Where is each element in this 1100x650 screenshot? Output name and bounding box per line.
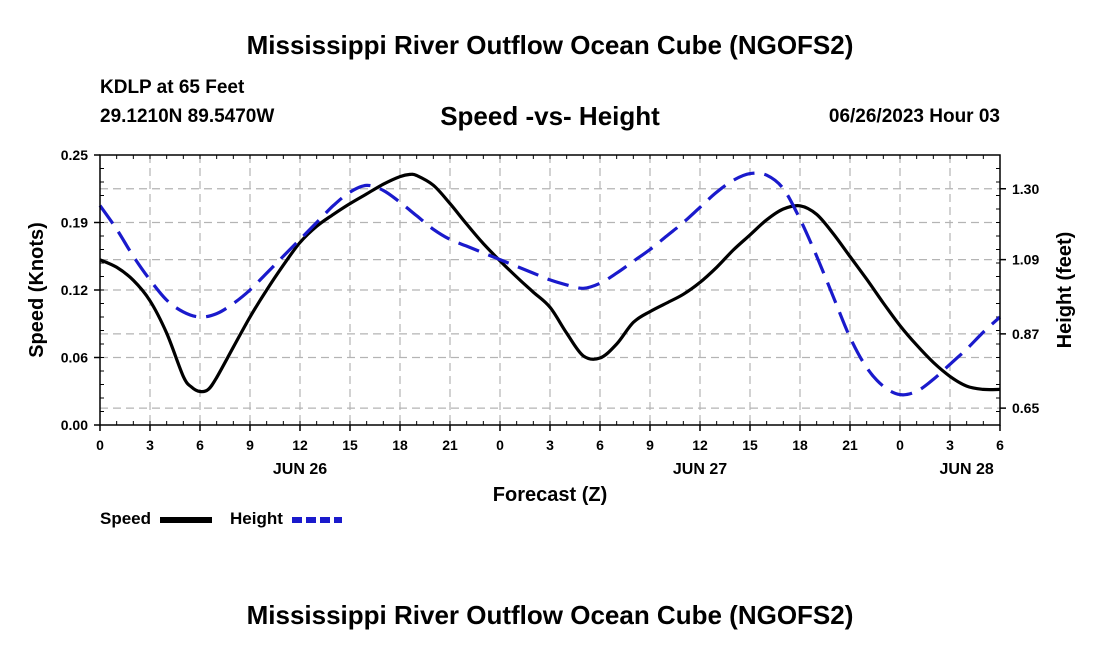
y2-tick-label: 0.87 bbox=[1012, 326, 1039, 342]
x-tick-label: 18 bbox=[792, 437, 808, 453]
main-title: Mississippi River Outflow Ocean Cube (NG… bbox=[246, 30, 854, 60]
legend: Speed Height bbox=[100, 509, 342, 528]
x-tick-label: 0 bbox=[496, 437, 504, 453]
x-tick-label: 21 bbox=[842, 437, 858, 453]
y-tick-label: 0.12 bbox=[61, 282, 88, 298]
date-label: JUN 27 bbox=[673, 461, 727, 478]
legend-label-height: Height bbox=[230, 509, 283, 528]
axis-ticks bbox=[94, 154, 1006, 431]
station-label: KDLP at 65 Feet bbox=[100, 77, 245, 98]
axis-tick-labels: 0 3 6 9 12 15 18 21 0 3 6 9 12 15 18 21 0 3 6 0.00 0.06 0.12 0… bbox=[61, 147, 1040, 478]
x-tick-label: 3 bbox=[546, 437, 554, 453]
x-tick-label: 12 bbox=[692, 437, 708, 453]
y-tick-label: 0.25 bbox=[61, 147, 88, 163]
y-axis-label: Speed (Knots) bbox=[26, 222, 48, 358]
x-tick-label: 6 bbox=[996, 437, 1004, 453]
y2-tick-label: 0.65 bbox=[1012, 400, 1039, 416]
x-tick-label: 12 bbox=[292, 437, 308, 453]
y-tick-label: 0.19 bbox=[61, 215, 88, 231]
x-tick-label: 6 bbox=[596, 437, 604, 453]
x-tick-label: 3 bbox=[946, 437, 954, 453]
x-tick-label: 0 bbox=[896, 437, 904, 453]
forecast-date: 06/26/2023 Hour 03 bbox=[828, 106, 1000, 127]
y2-tick-label: 1.09 bbox=[1012, 252, 1039, 268]
date-label: JUN 26 bbox=[273, 461, 327, 478]
legend-label-speed: Speed bbox=[100, 509, 151, 528]
series-height-line bbox=[98, 171, 1002, 397]
chart-subtitle: Speed -vs- Height bbox=[440, 101, 660, 131]
x-tick-label: 9 bbox=[646, 437, 654, 453]
x-tick-label: 18 bbox=[392, 437, 408, 453]
y2-tick-label: 1.30 bbox=[1012, 181, 1039, 197]
date-label: JUN 28 bbox=[940, 461, 994, 478]
x-axis-label: Forecast (Z) bbox=[493, 484, 607, 506]
y2-axis-label: Height (feet) bbox=[1054, 232, 1076, 349]
x-tick-label: 9 bbox=[246, 437, 254, 453]
y-tick-label: 0.00 bbox=[61, 417, 88, 433]
x-tick-label: 3 bbox=[146, 437, 154, 453]
x-tick-label: 6 bbox=[196, 437, 204, 453]
x-tick-label: 21 bbox=[442, 437, 458, 453]
series-layer bbox=[98, 171, 1002, 397]
grid-lines bbox=[100, 155, 1000, 425]
x-tick-label: 15 bbox=[342, 437, 358, 453]
y-tick-label: 0.06 bbox=[61, 350, 88, 366]
x-tick-label: 15 bbox=[742, 437, 758, 453]
footer-title: Mississippi River Outflow Ocean Cube (NG… bbox=[246, 600, 854, 630]
series-speed-line bbox=[99, 172, 1001, 394]
x-tick-label: 0 bbox=[96, 437, 104, 453]
station-coordinates: 29.1210N 89.5470W bbox=[100, 106, 275, 127]
